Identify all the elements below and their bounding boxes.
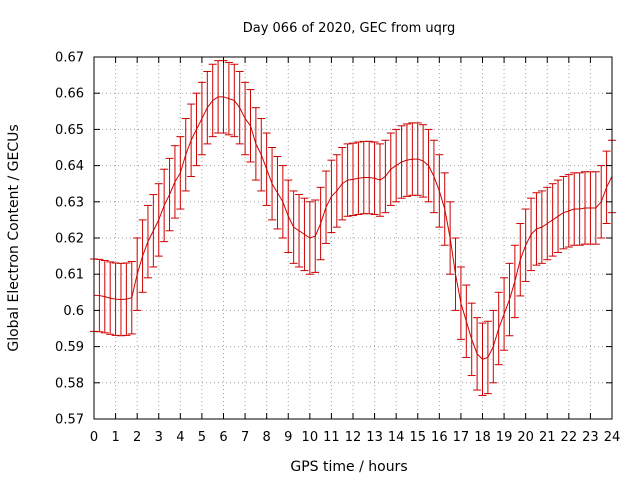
y-axis-label: Global Electron Content / GECUs <box>6 124 22 351</box>
x-tick-label: 11 <box>323 430 340 445</box>
y-tick-label: 0.66 <box>55 87 84 102</box>
axis-ticks: 0 1 2 3 4 5 6 7 8 9 10 11 12 13 14 15 16 17 18 19 20 21 22 23 24… <box>55 51 620 446</box>
y-tick-label: 0.58 <box>55 376 84 391</box>
x-tick-label: 17 <box>453 430 470 445</box>
x-tick-label: 18 <box>474 430 491 445</box>
x-tick-label: 2 <box>133 430 141 445</box>
y-tick-label: 0.57 <box>55 413 84 428</box>
gec-series <box>90 60 616 396</box>
y-tick-label: 0.65 <box>55 123 84 138</box>
x-tick-label: 6 <box>219 430 227 445</box>
x-tick-label: 19 <box>496 430 513 445</box>
x-tick-label: 3 <box>155 430 163 445</box>
y-tick-label: 0.59 <box>55 340 84 355</box>
x-tick-label: 16 <box>431 430 448 445</box>
grid-lines <box>94 57 612 419</box>
y-tick-label: 0.6 <box>63 304 84 319</box>
x-tick-label: 9 <box>284 430 292 445</box>
x-tick-label: 14 <box>388 430 405 445</box>
x-tick-label: 24 <box>604 430 621 445</box>
x-tick-label: 4 <box>176 430 184 445</box>
y-tick-label: 0.61 <box>55 268 84 283</box>
x-tick-label: 0 <box>90 430 98 445</box>
chart-title: Day 066 of 2020, GEC from uqrg <box>243 21 456 36</box>
x-tick-label: 10 <box>302 430 319 445</box>
gec-line <box>93 96 613 360</box>
x-tick-label: 21 <box>539 430 556 445</box>
x-tick-label: 20 <box>517 430 534 445</box>
x-tick-label: 7 <box>241 430 249 445</box>
x-axis-label: GPS time / hours <box>290 459 407 475</box>
y-tick-label: 0.64 <box>55 159 84 174</box>
x-tick-label: 5 <box>198 430 206 445</box>
y-tick-label: 0.62 <box>55 232 84 247</box>
x-tick-label: 12 <box>345 430 362 445</box>
y-tick-label: 0.63 <box>55 195 84 210</box>
x-tick-label: 8 <box>263 430 271 445</box>
y-tick-label: 0.67 <box>55 51 84 66</box>
x-tick-label: 22 <box>561 430 578 445</box>
x-tick-label: 13 <box>366 430 383 445</box>
x-tick-label: 15 <box>409 430 426 445</box>
x-tick-label: 23 <box>582 430 599 445</box>
x-tick-label: 1 <box>111 430 119 445</box>
